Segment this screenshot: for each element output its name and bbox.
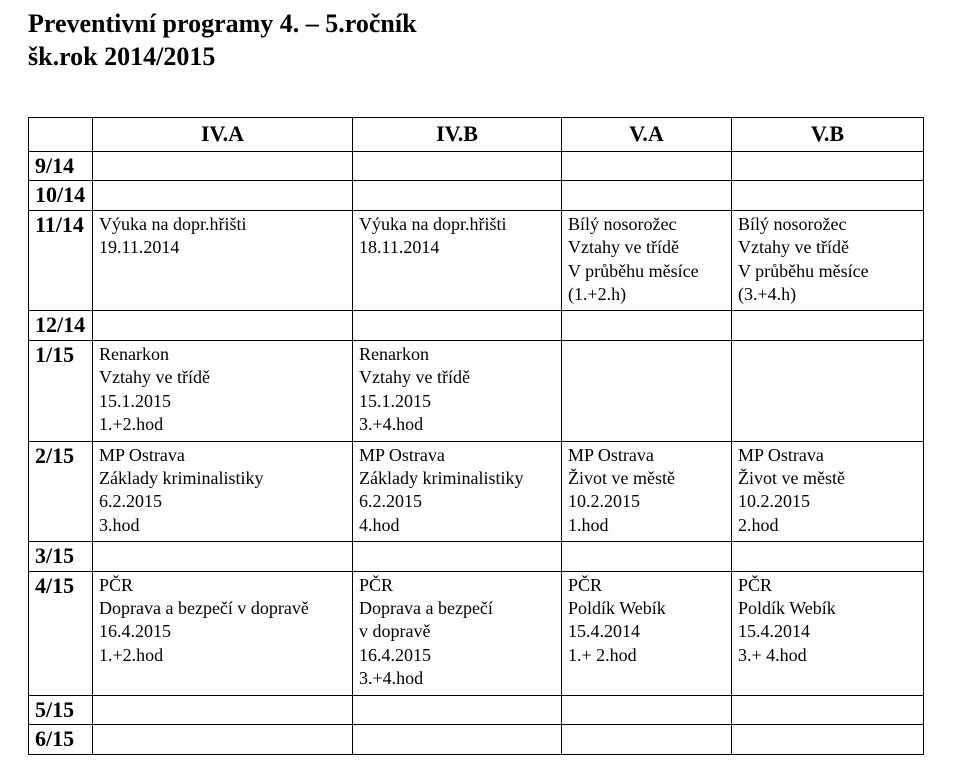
table-row: 6/15: [29, 725, 924, 755]
row-label: 9/14: [29, 151, 93, 181]
row-label: 2/15: [29, 441, 93, 542]
cell: [732, 181, 924, 211]
cell-text: MP Ostrava Základy kriminalistiky 6.2.20…: [99, 445, 263, 535]
cell: MP Ostrava Základy kriminalistiky 6.2.20…: [353, 441, 562, 542]
schedule-table: IV.A IV.B V.A V.B 9/14 10/14 11/14 Výuka…: [28, 117, 924, 755]
cell: [732, 542, 924, 572]
cell: [732, 340, 924, 441]
cell: [562, 340, 732, 441]
row-label: 12/14: [29, 311, 93, 341]
table-row: 9/14: [29, 151, 924, 181]
cell-text: Renarkon Vztahy ve třídě 15.1.2015 3.+4.…: [359, 344, 470, 434]
cell: [353, 542, 562, 572]
cell: [93, 695, 353, 725]
cell: PČR Doprava a bezpečí v dopravě 16.4.201…: [353, 571, 562, 695]
cell: PČR Poldík Webík 15.4.2014 3.+ 4.hod: [732, 571, 924, 695]
table-row: 2/15 MP Ostrava Základy kriminalistiky 6…: [29, 441, 924, 542]
cell-text: MP Ostrava Základy kriminalistiky 6.2.20…: [359, 445, 523, 535]
cell: [732, 151, 924, 181]
cell: Renarkon Vztahy ve třídě 15.1.2015 3.+4.…: [353, 340, 562, 441]
cell-text: Bílý nosorožec Vztahy ve třídě V průběhu…: [568, 214, 699, 304]
cell: [93, 151, 353, 181]
cell: [562, 151, 732, 181]
cell: [353, 311, 562, 341]
table-row: 12/14: [29, 311, 924, 341]
page-title: Preventivní programy 4. – 5.ročník: [28, 8, 932, 41]
cell-text: MP Ostrava Život ve městě 10.2.2015 2.ho…: [738, 445, 845, 535]
col-header-v-b: V.B: [732, 118, 924, 152]
cell: [353, 725, 562, 755]
cell: Bílý nosorožec Vztahy ve třídě V průběhu…: [562, 210, 732, 311]
cell: [353, 151, 562, 181]
row-label: 11/14: [29, 210, 93, 311]
cell: Bílý nosorožec Vztahy ve třídě V průběhu…: [732, 210, 924, 311]
table-header-row: IV.A IV.B V.A V.B: [29, 118, 924, 152]
table-row: 3/15: [29, 542, 924, 572]
col-header-iv-b: IV.B: [353, 118, 562, 152]
cell-text: Výuka na dopr.hřišti 19.11.2014: [99, 214, 246, 257]
row-label: 1/15: [29, 340, 93, 441]
cell: MP Ostrava Život ve městě 10.2.2015 2.ho…: [732, 441, 924, 542]
cell: PČR Poldík Webík 15.4.2014 1.+ 2.hod: [562, 571, 732, 695]
cell: [353, 695, 562, 725]
cell: [562, 695, 732, 725]
cell: PČR Doprava a bezpečí v dopravě 16.4.201…: [93, 571, 353, 695]
col-header-iv-a: IV.A: [93, 118, 353, 152]
cell: [93, 542, 353, 572]
cell: Výuka na dopr.hřišti 19.11.2014: [93, 210, 353, 311]
cell: [732, 725, 924, 755]
row-label: 4/15: [29, 571, 93, 695]
cell: [562, 542, 732, 572]
cell: [732, 311, 924, 341]
cell-text: Bílý nosorožec Vztahy ve třídě V průběhu…: [738, 214, 869, 304]
cell-text: Renarkon Vztahy ve třídě 15.1.2015 1.+2.…: [99, 344, 210, 434]
cell: MP Ostrava Základy kriminalistiky 6.2.20…: [93, 441, 353, 542]
page-subtitle: šk.rok 2014/2015: [28, 41, 932, 74]
table-row: 1/15 Renarkon Vztahy ve třídě 15.1.2015 …: [29, 340, 924, 441]
row-label: 3/15: [29, 542, 93, 572]
table-row: 5/15: [29, 695, 924, 725]
cell: [353, 181, 562, 211]
cell-text: PČR Doprava a bezpečí v dopravě 16.4.201…: [359, 575, 493, 689]
row-label: 10/14: [29, 181, 93, 211]
cell: [93, 181, 353, 211]
cell: MP Ostrava Život ve městě 10.2.2015 1.ho…: [562, 441, 732, 542]
table-row: 4/15 PČR Doprava a bezpečí v dopravě 16.…: [29, 571, 924, 695]
row-label: 6/15: [29, 725, 93, 755]
cell-text: PČR Doprava a bezpečí v dopravě 16.4.201…: [99, 575, 309, 665]
cell: [562, 311, 732, 341]
cell: Renarkon Vztahy ve třídě 15.1.2015 1.+2.…: [93, 340, 353, 441]
cell-text: Výuka na dopr.hřišti 18.11.2014: [359, 214, 506, 257]
cell: [562, 725, 732, 755]
header-corner: [29, 118, 93, 152]
table-row: 10/14: [29, 181, 924, 211]
table-row: 11/14 Výuka na dopr.hřišti 19.11.2014 Vý…: [29, 210, 924, 311]
cell-text: PČR Poldík Webík 15.4.2014 3.+ 4.hod: [738, 575, 836, 665]
cell: [732, 695, 924, 725]
col-header-v-a: V.A: [562, 118, 732, 152]
cell: [562, 181, 732, 211]
row-label: 5/15: [29, 695, 93, 725]
cell-text: PČR Poldík Webík 15.4.2014 1.+ 2.hod: [568, 575, 666, 665]
cell: [93, 311, 353, 341]
cell: [93, 725, 353, 755]
cell: Výuka na dopr.hřišti 18.11.2014: [353, 210, 562, 311]
cell-text: MP Ostrava Život ve městě 10.2.2015 1.ho…: [568, 445, 675, 535]
